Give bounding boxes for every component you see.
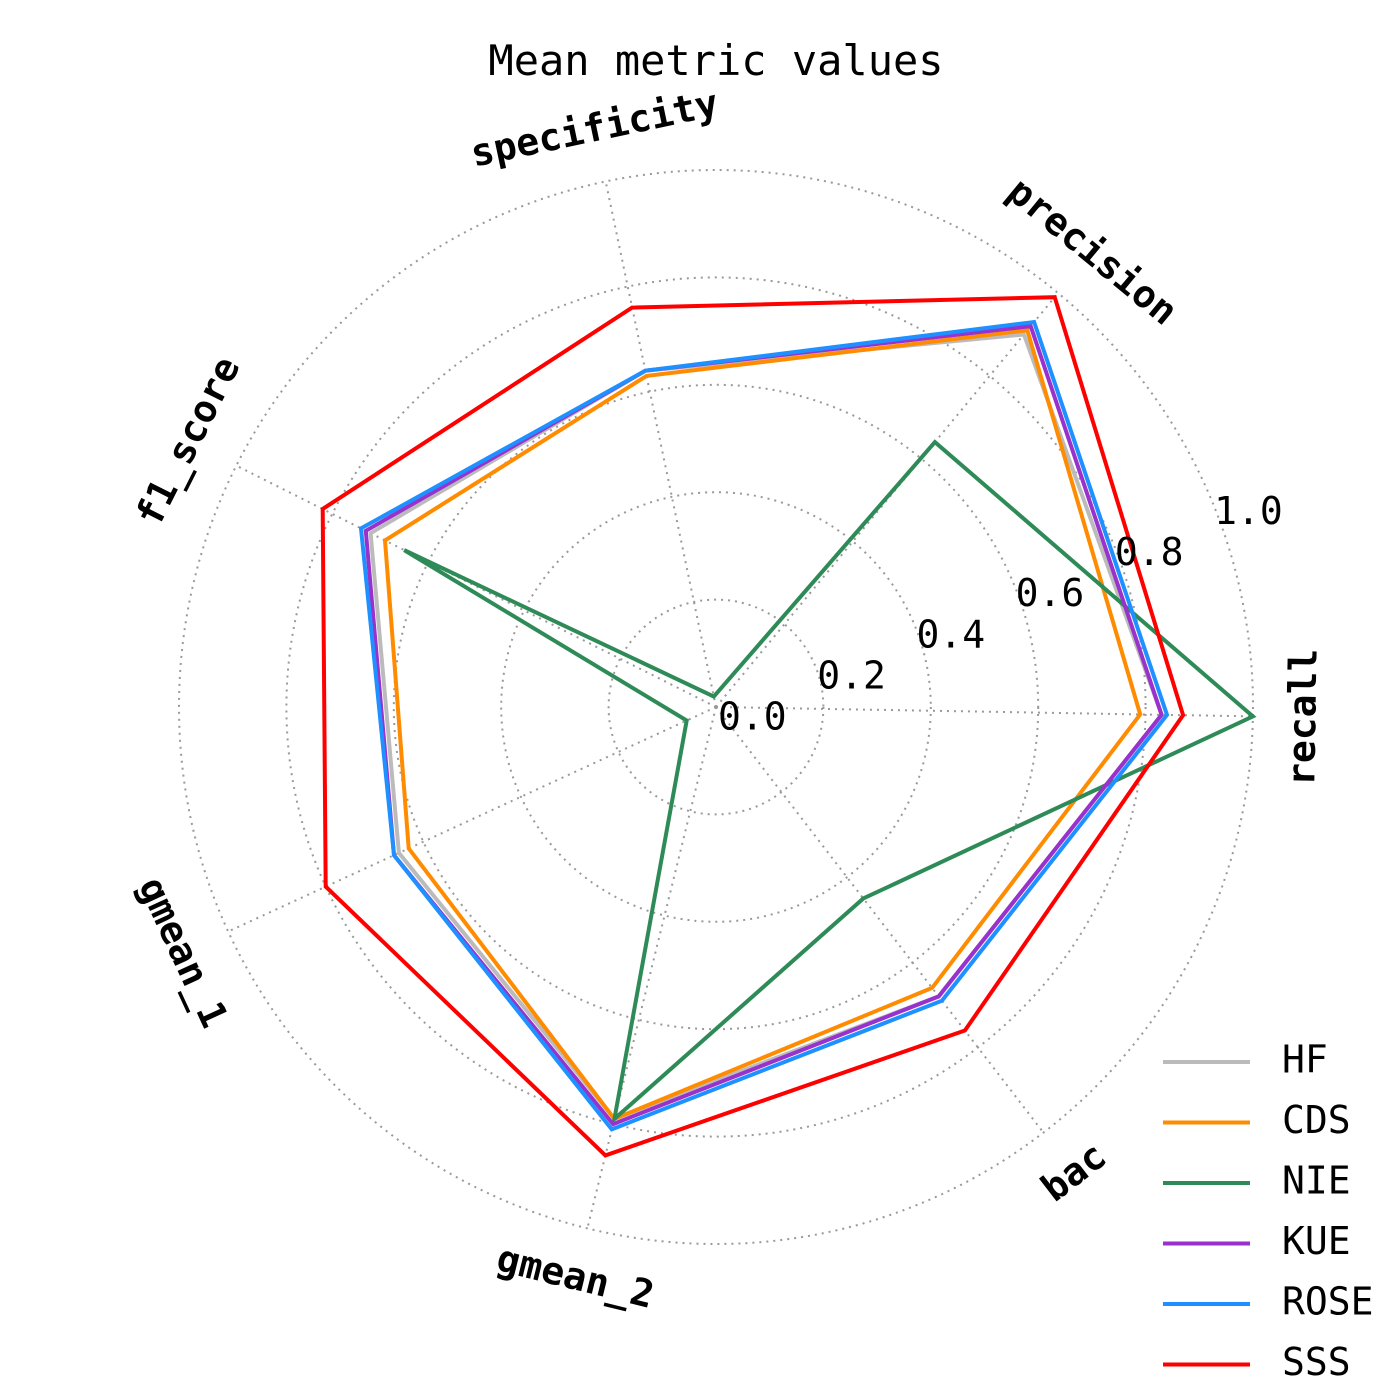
axis-label-4: gmean_1: [130, 870, 237, 1034]
axis-label-2: specificity: [467, 81, 722, 176]
grid-spoke-0: [715, 706, 1253, 718]
grid-ring-0: [607, 598, 825, 816]
legend-label-rose: ROSE: [1282, 1280, 1374, 1324]
tick-label-0: 0.0: [718, 695, 787, 739]
chart-title: Mean metric values: [488, 36, 943, 85]
axis-label-3: f1_score: [127, 349, 249, 532]
legend-label-hf: HF: [1282, 1038, 1328, 1082]
grid-spoke-4: [227, 706, 717, 933]
tick-label-1: 0.2: [817, 653, 886, 697]
grid-spoke-2: [604, 181, 717, 708]
axis-label-6: bac: [1033, 1133, 1114, 1210]
axis-label-5: gmean_2: [493, 1236, 659, 1317]
legend-label-nie: NIE: [1282, 1159, 1351, 1203]
series-line-kue: [363, 324, 1164, 1127]
grid-ring-1: [500, 491, 932, 923]
tick-label-5: 1.0: [1214, 489, 1283, 533]
series-line-sss: [320, 295, 1186, 1158]
axis-label-1: precision: [999, 169, 1186, 334]
radial-tick-labels: 0.0 0.2 0.4 0.6 0.8 1.0: [718, 489, 1283, 739]
legend-label-sss: SSS: [1282, 1340, 1351, 1384]
tick-label-3: 0.6: [1016, 571, 1085, 615]
axis-label-0: recall: [1279, 648, 1325, 786]
series-line-nie: [403, 439, 1257, 1125]
series-line-cds: [382, 328, 1143, 1122]
legend-label-kue: KUE: [1282, 1219, 1351, 1263]
legend: HF CDS NIE KUE ROSE SSS: [1163, 1038, 1374, 1384]
tick-label-2: 0.4: [916, 612, 985, 656]
series-line-rose: [358, 319, 1170, 1132]
legend-label-cds: CDS: [1282, 1098, 1351, 1142]
grid-spoke-5: [586, 706, 717, 1229]
grid-ring-4: [178, 169, 1254, 1245]
grid-ring-3: [285, 276, 1147, 1138]
tick-label-4: 0.8: [1115, 530, 1184, 574]
series-lines: [320, 295, 1257, 1158]
